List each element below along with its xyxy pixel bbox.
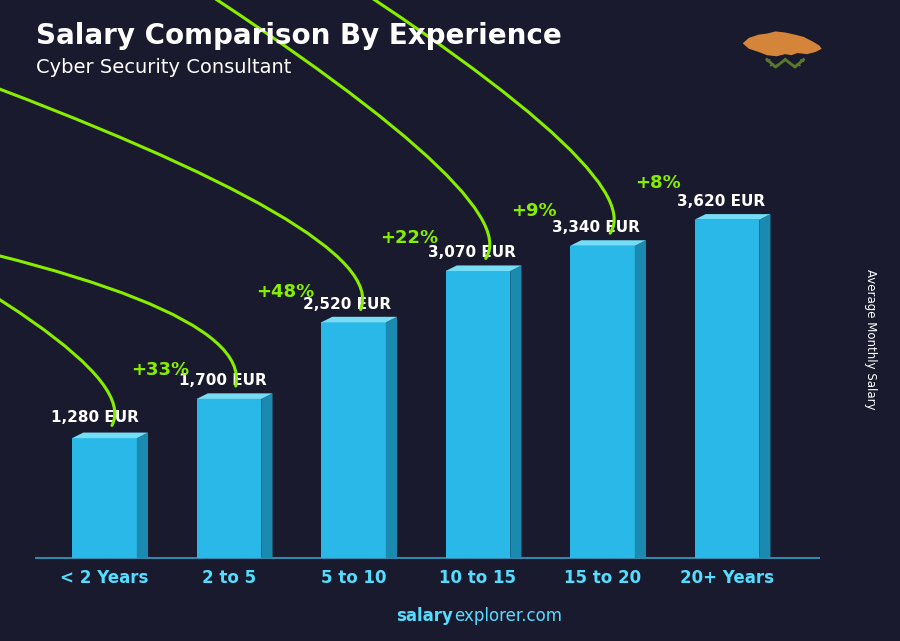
Polygon shape — [321, 317, 397, 322]
Polygon shape — [72, 438, 137, 558]
Text: 3,340 EUR: 3,340 EUR — [553, 220, 640, 235]
Polygon shape — [760, 214, 770, 558]
Polygon shape — [570, 240, 646, 246]
Polygon shape — [695, 220, 760, 558]
Polygon shape — [695, 214, 770, 220]
Polygon shape — [196, 399, 261, 558]
Text: 1,700 EUR: 1,700 EUR — [179, 373, 266, 388]
Text: 3,620 EUR: 3,620 EUR — [677, 194, 765, 209]
Ellipse shape — [773, 65, 778, 67]
Polygon shape — [261, 394, 273, 558]
Ellipse shape — [770, 63, 774, 67]
Polygon shape — [72, 433, 148, 438]
Polygon shape — [386, 317, 397, 558]
Polygon shape — [321, 322, 386, 558]
Text: Salary Comparison By Experience: Salary Comparison By Experience — [36, 22, 562, 51]
Text: 3,070 EUR: 3,070 EUR — [428, 246, 516, 260]
Polygon shape — [634, 240, 646, 558]
Text: 2,520 EUR: 2,520 EUR — [303, 297, 392, 312]
Polygon shape — [510, 265, 521, 558]
Text: salary: salary — [396, 607, 453, 625]
Text: +8%: +8% — [635, 174, 681, 192]
Text: explorer.com: explorer.com — [454, 607, 562, 625]
Ellipse shape — [796, 63, 801, 67]
Polygon shape — [196, 394, 273, 399]
Text: +9%: +9% — [511, 203, 557, 221]
Polygon shape — [446, 271, 510, 558]
Text: +22%: +22% — [381, 229, 438, 247]
Polygon shape — [742, 31, 822, 56]
Polygon shape — [446, 265, 521, 271]
Polygon shape — [137, 433, 148, 558]
Text: 1,280 EUR: 1,280 EUR — [50, 410, 139, 425]
Ellipse shape — [793, 65, 797, 67]
Text: Cyber Security Consultant: Cyber Security Consultant — [36, 58, 292, 77]
Text: Average Monthly Salary: Average Monthly Salary — [865, 269, 878, 410]
Text: +33%: +33% — [131, 361, 190, 379]
Text: +48%: +48% — [256, 283, 314, 301]
Polygon shape — [570, 246, 634, 558]
Ellipse shape — [766, 59, 770, 62]
Ellipse shape — [800, 59, 805, 62]
